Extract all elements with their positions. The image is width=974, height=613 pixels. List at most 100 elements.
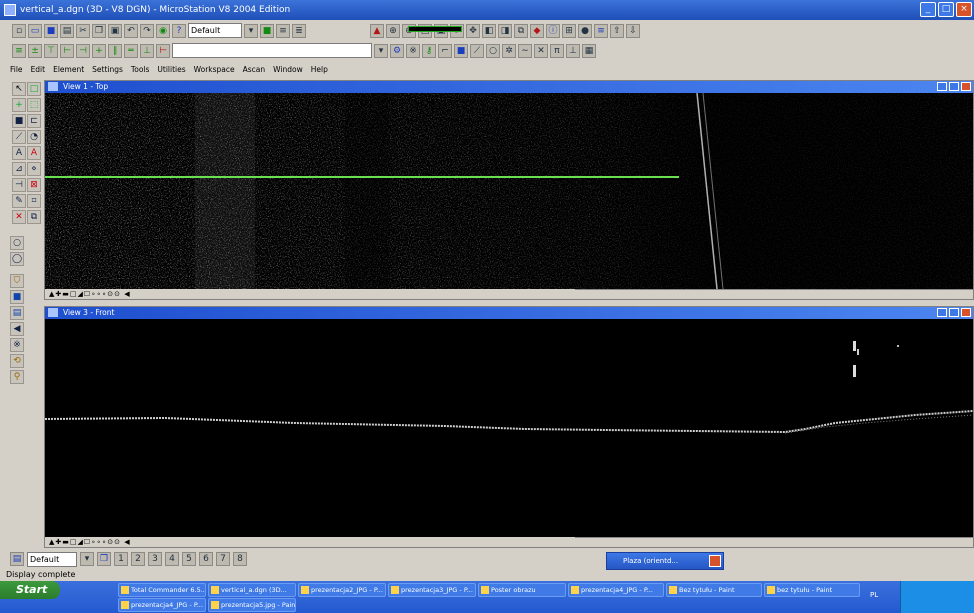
view-3-minimize[interactable] xyxy=(937,308,947,317)
modify-icon[interactable]: ✎ xyxy=(12,194,26,208)
perp-icon[interactable]: ⊥ xyxy=(566,43,580,58)
tasks-icon[interactable]: ≡ xyxy=(594,23,608,38)
menu-window[interactable]: Window xyxy=(273,64,303,74)
menu-element[interactable]: Element xyxy=(53,64,85,74)
view-group-dropdown-icon[interactable]: ▾ xyxy=(80,552,94,566)
view-button-8[interactable]: 8 xyxy=(233,552,247,566)
shape-icon[interactable]: ⊏ xyxy=(27,114,41,128)
view-button-6[interactable]: 6 xyxy=(199,552,213,566)
pan-icon[interactable]: ✥ xyxy=(466,23,480,38)
view-next-icon[interactable]: ◨ xyxy=(498,23,512,38)
measure-icon[interactable]: ⊿ xyxy=(12,162,26,176)
menu-tools[interactable]: Tools xyxy=(130,64,150,74)
record-icon[interactable]: ● xyxy=(578,23,592,38)
level-dropdown-icon[interactable]: ▾ xyxy=(244,23,258,38)
element-select-icon[interactable]: ⬚ xyxy=(27,98,41,112)
text-red-icon[interactable]: A xyxy=(27,146,41,160)
tee-icon[interactable]: ⊥ xyxy=(140,43,154,58)
view-button-5[interactable]: 5 xyxy=(182,552,196,566)
task-item[interactable]: prezentacja5.jpg - Paint xyxy=(208,598,296,612)
menu-workspace[interactable]: Workspace xyxy=(193,64,235,74)
view-3-close[interactable] xyxy=(961,308,971,317)
cross-icon[interactable]: + xyxy=(92,43,106,58)
start-button[interactable]: Start xyxy=(0,581,60,599)
pattern-tool-icon[interactable]: ※ xyxy=(10,338,24,352)
menu-utilities[interactable]: Utilities xyxy=(157,64,186,74)
fence-icon[interactable]: ▲ xyxy=(370,23,384,38)
group-icon[interactable]: ⌗ xyxy=(27,194,41,208)
select-line-icon[interactable]: ⌐ xyxy=(438,43,452,58)
rotate-tool-icon[interactable]: ⟲ xyxy=(10,354,24,368)
task-item[interactable]: prezentacja4_JPG - P... xyxy=(118,598,206,612)
section-plus-icon[interactable]: ± xyxy=(28,43,42,58)
select-arrow-icon[interactable]: ↖ xyxy=(12,82,26,96)
view-group-select[interactable]: Default xyxy=(27,551,77,567)
pi-icon[interactable]: π xyxy=(550,43,564,58)
arrow-down-icon[interactable]: ⇩ xyxy=(626,23,640,38)
close-button[interactable]: × xyxy=(956,2,972,17)
view-button-1[interactable]: 1 xyxy=(114,552,128,566)
cut-icon[interactable]: ✂ xyxy=(76,23,90,38)
slope-icon[interactable]: ⟋ xyxy=(470,43,484,58)
step-next-icon[interactable]: ⊣ xyxy=(76,43,90,58)
view-previous-icon[interactable]: ◧ xyxy=(482,23,496,38)
document-icon[interactable]: ▤ xyxy=(10,306,24,320)
star-icon[interactable]: ✲ xyxy=(502,43,516,58)
zoom-in-icon[interactable]: ⊕ xyxy=(386,23,400,38)
fill-icon[interactable]: ■ xyxy=(454,43,468,58)
view-group-manager-icon[interactable]: ❐ xyxy=(97,552,111,566)
fence-tool-icon[interactable]: □ xyxy=(27,82,41,96)
dimension-icon[interactable]: ⊣ xyxy=(12,178,26,192)
dimension-red-icon[interactable]: ⊠ xyxy=(27,178,41,192)
view-1-maximize[interactable] xyxy=(949,82,959,91)
print-icon[interactable]: ▤ xyxy=(60,23,74,38)
settings-icon[interactable]: ⚙ xyxy=(390,43,404,58)
task-item[interactable]: Bez tytułu - Paint xyxy=(666,583,762,597)
tag-icon[interactable]: ⚲ xyxy=(10,370,24,384)
view-3-controls[interactable]: ▲✚▬□◢☐∘∘∘⊙⊙ ◀ xyxy=(45,537,575,547)
menu-file[interactable]: File xyxy=(10,64,23,74)
info-icon[interactable]: ⓘ xyxy=(546,23,560,38)
key-icon[interactable]: ⚷ xyxy=(422,43,436,58)
move-icon[interactable]: + xyxy=(12,98,26,112)
bucket-icon[interactable]: ⛉ xyxy=(10,274,24,288)
view-1-top[interactable]: View 1 - Top ▲✚▬□ xyxy=(44,80,974,300)
paste-icon[interactable]: ▣ xyxy=(108,23,122,38)
undo-icon[interactable]: ↶ xyxy=(124,23,138,38)
pattern-icon[interactable]: ※ xyxy=(406,43,420,58)
task-item[interactable]: prezentacja4_JPG - P... xyxy=(568,583,664,597)
marker-icon[interactable]: ⊢ xyxy=(156,43,170,58)
grid-icon[interactable]: ⊞ xyxy=(562,23,576,38)
place-block-icon[interactable]: ■ xyxy=(12,114,26,128)
view-3-front[interactable]: View 3 - Front ▲✚▬□◢☐∘∘∘⊙⊙ ◀ xyxy=(44,306,974,548)
globe-icon[interactable]: ◉ xyxy=(156,23,170,38)
x-icon[interactable]: ✕ xyxy=(534,43,548,58)
view-1-hscroll[interactable] xyxy=(575,289,973,299)
menu-edit[interactable]: Edit xyxy=(30,64,46,74)
circle-icon[interactable]: ○ xyxy=(486,43,500,58)
speaker-icon[interactable]: ◀ xyxy=(10,322,24,336)
arc-icon[interactable]: ◔ xyxy=(27,130,41,144)
task-item[interactable]: vertical_a.dgn (3D... xyxy=(208,583,296,597)
copy-icon[interactable]: ❐ xyxy=(92,23,106,38)
view-groups-icon[interactable]: ▤ xyxy=(10,552,24,566)
task-item[interactable]: Total Commander 6.5... xyxy=(118,583,206,597)
popup-close-icon[interactable] xyxy=(709,555,721,567)
floating-window-tab[interactable]: Plaza (orientd... xyxy=(606,552,724,570)
command-dropdown-icon[interactable]: ▾ xyxy=(374,43,388,58)
render-icon[interactable]: ◆ xyxy=(530,23,544,38)
view-1-close[interactable] xyxy=(961,82,971,91)
view-3-hscroll[interactable] xyxy=(575,537,973,547)
save-icon[interactable]: ■ xyxy=(44,23,58,38)
color-icon[interactable]: ■ xyxy=(260,23,274,38)
line-tool-icon[interactable]: ⟋ xyxy=(12,130,26,144)
tilde-icon[interactable]: ∼ xyxy=(518,43,532,58)
task-item[interactable]: Poster obrazu xyxy=(478,583,566,597)
task-item[interactable]: bez tytułu - Paint xyxy=(764,583,860,597)
minimize-button[interactable]: _ xyxy=(920,2,936,17)
step-icon[interactable]: ⊢ xyxy=(60,43,74,58)
view-button-4[interactable]: 4 xyxy=(165,552,179,566)
task-item[interactable]: prezentacja3_JPG - P... xyxy=(388,583,476,597)
redo-icon[interactable]: ↷ xyxy=(140,23,154,38)
view-button-2[interactable]: 2 xyxy=(131,552,145,566)
